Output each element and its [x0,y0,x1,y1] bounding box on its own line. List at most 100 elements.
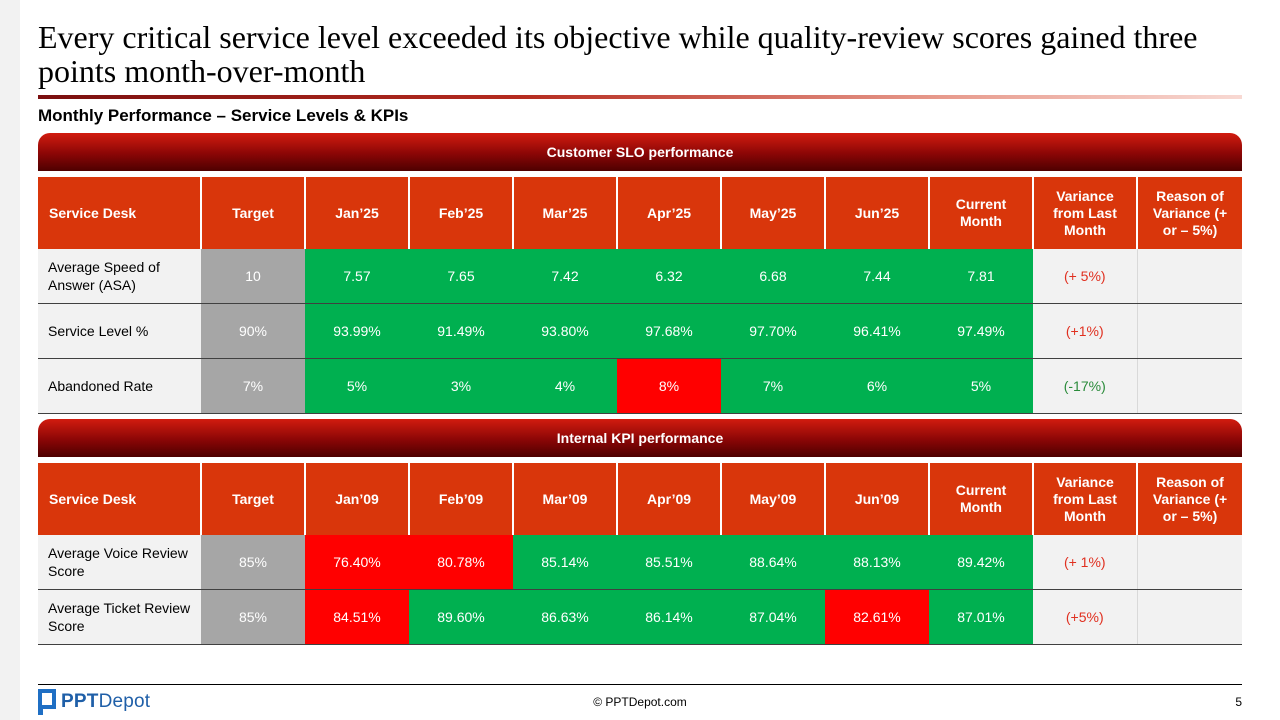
month-cell: 7.57 [305,249,409,304]
header-month: Jun’09 [824,463,929,535]
table-row: Average Speed of Answer (ASA) 10 7.57 7.… [38,249,1242,304]
month-cell: 85.14% [513,535,617,590]
footer-divider [38,684,1242,685]
reason-cell [1136,535,1242,590]
header-variance: Variance from Last Month [1032,463,1137,535]
row-label: Average Speed of Answer (ASA) [38,249,201,304]
month-cell: 76.40% [305,535,409,590]
kpi-header-row: Service Desk Target Jan’09 Feb’09 Mar’09… [38,463,1242,535]
month-cell: 6.68 [721,249,825,304]
header-month: Mar’09 [512,463,617,535]
row-label: Average Ticket Review Score [38,589,201,645]
current-month-cell: 97.49% [929,303,1033,359]
current-month-cell: 87.01% [929,589,1033,645]
title-divider [38,95,1242,99]
month-cell: 85.51% [617,535,721,590]
header-reason: Reason of Variance (+ or – 5%) [1136,463,1242,535]
month-cell: 82.61% [825,589,929,645]
current-month-cell: 7.81 [929,249,1033,304]
footer-logo: PPTDepot [38,689,150,715]
row-label: Service Level % [38,303,201,359]
slo-section-header: Customer SLO performance [38,133,1242,171]
reason-cell [1136,589,1242,645]
current-month-cell: 5% [929,358,1033,414]
header-target: Target [200,177,305,249]
month-cell: 89.60% [409,589,513,645]
row-label: Abandoned Rate [38,358,201,414]
slo-performance-table: Service Desk Target Jan’25 Feb’25 Mar’25… [38,177,1242,414]
header-reason: Reason of Variance (+ or – 5%) [1136,177,1242,249]
kpi-section-title: Internal KPI performance [556,430,724,446]
header-variance: Variance from Last Month [1032,177,1137,249]
header-month: Apr’25 [616,177,721,249]
target-cell: 10 [201,249,305,304]
variance-cell: (+ 5%) [1033,249,1137,304]
month-cell: 7.42 [513,249,617,304]
header-month: May’09 [720,463,825,535]
left-margin-strip [0,0,20,720]
month-cell: 7.44 [825,249,929,304]
month-cell: 97.70% [721,303,825,359]
header-month: Jan’25 [304,177,409,249]
month-cell: 86.14% [617,589,721,645]
current-month-cell: 89.42% [929,535,1033,590]
slide-subtitle: Monthly Performance – Service Levels & K… [38,106,409,125]
reason-cell [1136,358,1242,414]
target-cell: 90% [201,303,305,359]
variance-cell: (+5%) [1033,589,1137,645]
table-row: Service Level % 90% 93.99% 91.49% 93.80%… [38,303,1242,359]
kpi-performance-table: Service Desk Target Jan’09 Feb’09 Mar’09… [38,463,1242,645]
variance-cell: (+ 1%) [1033,535,1137,590]
header-month: Apr’09 [616,463,721,535]
month-cell: 4% [513,358,617,414]
header-month: Jun’25 [824,177,929,249]
month-cell: 84.51% [305,589,409,645]
row-label: Average Voice Review Score [38,535,201,590]
month-cell: 86.63% [513,589,617,645]
reason-cell [1136,303,1242,359]
header-month: Mar’25 [512,177,617,249]
table-row: Average Ticket Review Score 85% 84.51% 8… [38,589,1242,645]
copyright-text: © PPTDepot.com [593,695,687,709]
pptdepot-logo-icon [38,689,56,715]
month-cell: 80.78% [409,535,513,590]
header-month: Jan’09 [304,463,409,535]
header-service-desk: Service Desk [38,463,201,535]
month-cell: 96.41% [825,303,929,359]
page-number: 5 [1235,695,1242,709]
month-cell: 87.04% [721,589,825,645]
variance-cell: (-17%) [1033,358,1137,414]
slide-title: Every critical service level exceeded it… [38,19,1198,89]
header-current-month: Current Month [928,463,1033,535]
month-cell: 6% [825,358,929,414]
kpi-section-header: Internal KPI performance [38,419,1242,457]
month-cell: 5% [305,358,409,414]
slo-header-row: Service Desk Target Jan’25 Feb’25 Mar’25… [38,177,1242,249]
table-row: Abandoned Rate 7% 5% 3% 4% 8% 7% 6% 5% (… [38,358,1242,414]
reason-cell [1136,249,1242,304]
month-cell: 88.64% [721,535,825,590]
month-cell: 7.65 [409,249,513,304]
target-cell: 7% [201,358,305,414]
month-cell: 7% [721,358,825,414]
month-cell: 97.68% [617,303,721,359]
month-cell: 3% [409,358,513,414]
month-cell: 8% [617,358,721,414]
target-cell: 85% [201,535,305,590]
variance-cell: (+1%) [1033,303,1137,359]
header-target: Target [200,463,305,535]
month-cell: 93.80% [513,303,617,359]
month-cell: 91.49% [409,303,513,359]
logo-wordmark: PPTDepot [61,691,151,712]
table-row: Average Voice Review Score 85% 76.40% 80… [38,535,1242,590]
header-service-desk: Service Desk [38,177,201,249]
month-cell: 88.13% [825,535,929,590]
header-month: Feb’25 [408,177,513,249]
header-month: May’25 [720,177,825,249]
header-month: Feb’09 [408,463,513,535]
header-current-month: Current Month [928,177,1033,249]
target-cell: 85% [201,589,305,645]
month-cell: 93.99% [305,303,409,359]
slo-section-title: Customer SLO performance [546,144,734,160]
month-cell: 6.32 [617,249,721,304]
